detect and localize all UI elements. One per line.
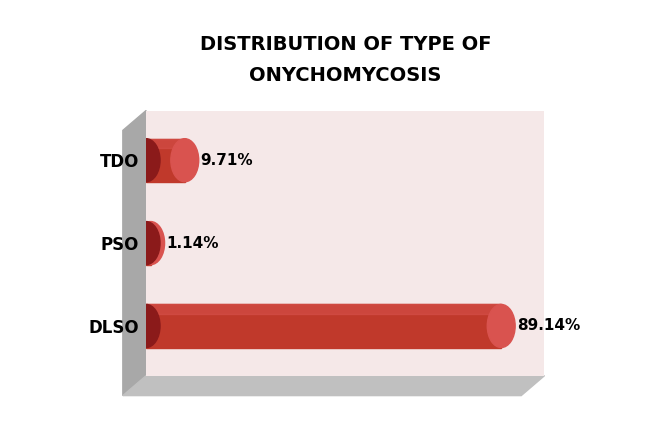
Bar	[146, 305, 501, 314]
Ellipse shape	[137, 221, 165, 265]
Ellipse shape	[132, 305, 160, 347]
Ellipse shape	[171, 139, 199, 182]
Text: DISTRIBUTION OF TYPE OF: DISTRIBUTION OF TYPE OF	[199, 35, 491, 54]
Ellipse shape	[132, 221, 160, 265]
Polygon shape	[123, 376, 544, 396]
Text: 89.14%: 89.14%	[517, 319, 580, 333]
Bar	[146, 305, 501, 347]
Text: ONYCHOMYCOSIS: ONYCHOMYCOSIS	[249, 66, 442, 85]
Bar	[146, 221, 151, 265]
Text: 9.71%: 9.71%	[201, 153, 254, 168]
Bar	[146, 139, 185, 148]
Text: 1.14%: 1.14%	[167, 236, 219, 251]
Bar	[146, 221, 151, 231]
Polygon shape	[123, 110, 146, 396]
Ellipse shape	[487, 305, 515, 347]
Bar	[146, 139, 185, 182]
Ellipse shape	[132, 139, 160, 182]
